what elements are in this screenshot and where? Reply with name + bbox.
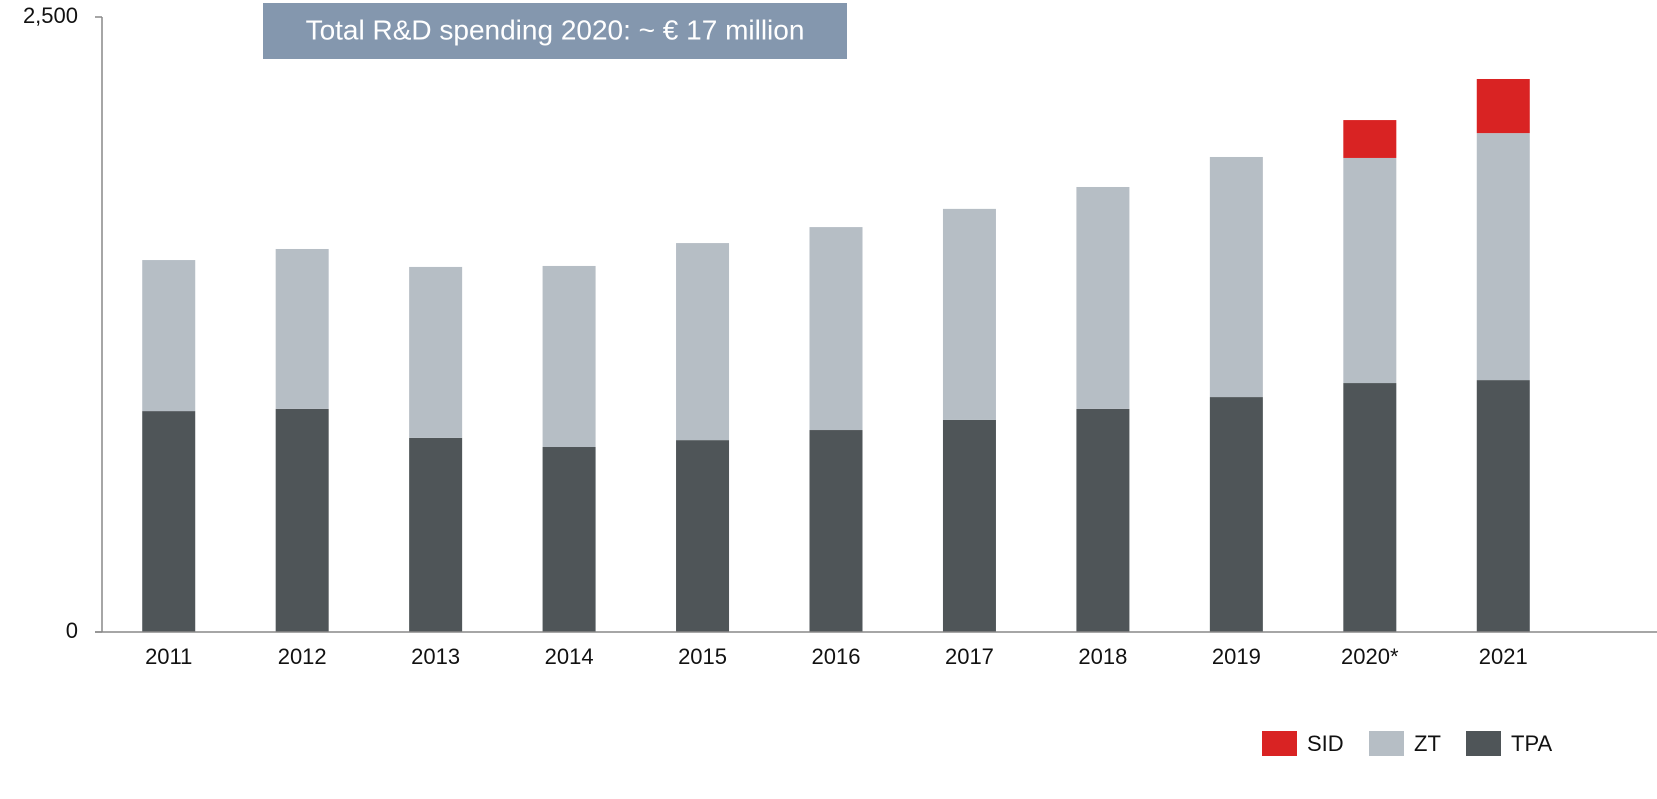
legend-swatch	[1369, 731, 1404, 756]
bar-segment	[1343, 157, 1397, 384]
bar-segment	[542, 447, 596, 632]
legend-label: TPA	[1511, 731, 1552, 756]
legend-label: ZT	[1414, 731, 1441, 756]
bar-segment	[1076, 186, 1130, 409]
bar-segment	[942, 419, 996, 632]
bar-segment	[275, 408, 329, 632]
bar-segment	[142, 411, 196, 632]
bar-segment	[1209, 156, 1263, 398]
bar-segment	[676, 243, 730, 441]
bar-segment	[542, 265, 596, 448]
x-tick-label: 2021	[1479, 644, 1528, 669]
bar-segment	[809, 227, 863, 431]
legend-swatch	[1262, 731, 1297, 756]
bar-segment	[409, 437, 463, 632]
x-tick-label: 2011	[145, 644, 192, 669]
legend-swatch	[1466, 731, 1501, 756]
bar-segment	[1076, 408, 1130, 632]
x-tick-label: 2017	[945, 644, 994, 669]
bar-segment	[409, 266, 463, 438]
bar-segment	[142, 260, 196, 412]
y-tick-label: 0	[66, 618, 78, 643]
bar-segment	[809, 430, 863, 632]
legend-label: SID	[1307, 731, 1344, 756]
x-tick-label: 2014	[545, 644, 594, 669]
x-tick-label: 2015	[678, 644, 727, 669]
bar-segment	[1476, 380, 1530, 632]
bar-segment	[1476, 78, 1530, 134]
bar-segment	[1209, 397, 1263, 632]
bar-segment	[942, 208, 996, 420]
annotation: Total R&D spending 2020: ~ € 17 million	[306, 14, 805, 45]
bar-segment	[676, 440, 730, 632]
x-tick-label: 2018	[1078, 644, 1127, 669]
x-tick-label: 2020*	[1341, 644, 1399, 669]
y-tick-label: 2,500	[23, 3, 78, 28]
x-tick-label: 2012	[278, 644, 327, 669]
bar-segment	[1343, 383, 1397, 632]
bar-segment	[1343, 120, 1397, 158]
annotation-box	[263, 3, 847, 59]
bar-segment	[275, 248, 329, 409]
x-tick-label: 2013	[411, 644, 460, 669]
x-tick-label: 2016	[812, 644, 861, 669]
x-tick-label: 2019	[1212, 644, 1261, 669]
bar-segment	[1476, 133, 1530, 381]
